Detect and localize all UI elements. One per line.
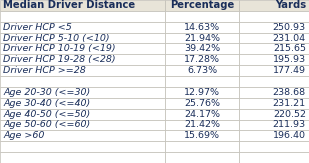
Bar	[0, 76, 165, 87]
Bar	[239, 0, 309, 11]
Bar	[0, 87, 165, 98]
Text: 238.68: 238.68	[273, 88, 306, 97]
Text: 21.94%: 21.94%	[184, 34, 220, 43]
Text: 215.65: 215.65	[273, 44, 306, 53]
Bar	[165, 11, 239, 22]
Text: Age 20-30 (<=30): Age 20-30 (<=30)	[3, 88, 90, 97]
Text: Age 50-60 (<=60): Age 50-60 (<=60)	[3, 120, 90, 129]
Bar	[239, 109, 309, 119]
Bar	[239, 130, 309, 141]
Bar	[0, 22, 165, 33]
Bar	[239, 119, 309, 130]
Bar	[239, 141, 309, 152]
Text: Age >60: Age >60	[3, 131, 44, 140]
Bar	[0, 0, 165, 11]
Text: Driver HCP 19-28 (<28): Driver HCP 19-28 (<28)	[3, 55, 116, 64]
Text: 39.42%: 39.42%	[184, 44, 220, 53]
Text: Yards: Yards	[275, 0, 306, 10]
Bar	[165, 141, 239, 152]
Bar	[0, 98, 165, 109]
Bar	[165, 22, 239, 33]
Bar	[165, 44, 239, 54]
Bar	[0, 65, 165, 76]
Text: 231.21: 231.21	[273, 99, 306, 108]
Text: 250.93: 250.93	[273, 23, 306, 32]
Text: 220.52: 220.52	[273, 110, 306, 119]
Bar	[0, 109, 165, 119]
Bar	[239, 98, 309, 109]
Bar	[165, 0, 239, 11]
Text: 195.93: 195.93	[273, 55, 306, 64]
Bar	[0, 152, 165, 163]
Bar	[165, 54, 239, 65]
Bar	[165, 87, 239, 98]
Bar	[239, 11, 309, 22]
Bar	[165, 65, 239, 76]
Text: 211.93: 211.93	[273, 120, 306, 129]
Text: 17.28%: 17.28%	[184, 55, 220, 64]
Bar	[165, 98, 239, 109]
Text: 15.69%: 15.69%	[184, 131, 220, 140]
Bar	[239, 65, 309, 76]
Text: 196.40: 196.40	[273, 131, 306, 140]
Bar	[165, 119, 239, 130]
Text: 6.73%: 6.73%	[187, 66, 218, 75]
Bar	[0, 119, 165, 130]
Bar	[239, 22, 309, 33]
Bar	[165, 33, 239, 44]
Text: 12.97%: 12.97%	[184, 88, 220, 97]
Text: Median Driver Distance: Median Driver Distance	[3, 0, 135, 10]
Bar	[239, 76, 309, 87]
Text: 25.76%: 25.76%	[184, 99, 220, 108]
Text: 177.49: 177.49	[273, 66, 306, 75]
Text: Age 30-40 (<=40): Age 30-40 (<=40)	[3, 99, 90, 108]
Text: Driver HCP 5-10 (<10): Driver HCP 5-10 (<10)	[3, 34, 110, 43]
Bar	[0, 130, 165, 141]
Bar	[239, 33, 309, 44]
Bar	[165, 76, 239, 87]
Bar	[239, 54, 309, 65]
Bar	[0, 11, 165, 22]
Text: 14.63%: 14.63%	[184, 23, 220, 32]
Bar	[0, 33, 165, 44]
Bar	[0, 54, 165, 65]
Bar	[0, 44, 165, 54]
Bar	[0, 141, 165, 152]
Text: 231.04: 231.04	[273, 34, 306, 43]
Text: Driver HCP <5: Driver HCP <5	[3, 23, 72, 32]
Bar	[165, 130, 239, 141]
Text: 21.42%: 21.42%	[184, 120, 220, 129]
Text: Age 40-50 (<=50): Age 40-50 (<=50)	[3, 110, 90, 119]
Bar	[165, 109, 239, 119]
Bar	[239, 152, 309, 163]
Text: Driver HCP >=28: Driver HCP >=28	[3, 66, 86, 75]
Text: Percentage: Percentage	[170, 0, 235, 10]
Bar	[239, 87, 309, 98]
Bar	[239, 44, 309, 54]
Text: Driver HCP 10-19 (<19): Driver HCP 10-19 (<19)	[3, 44, 116, 53]
Bar	[165, 152, 239, 163]
Text: 24.17%: 24.17%	[184, 110, 220, 119]
